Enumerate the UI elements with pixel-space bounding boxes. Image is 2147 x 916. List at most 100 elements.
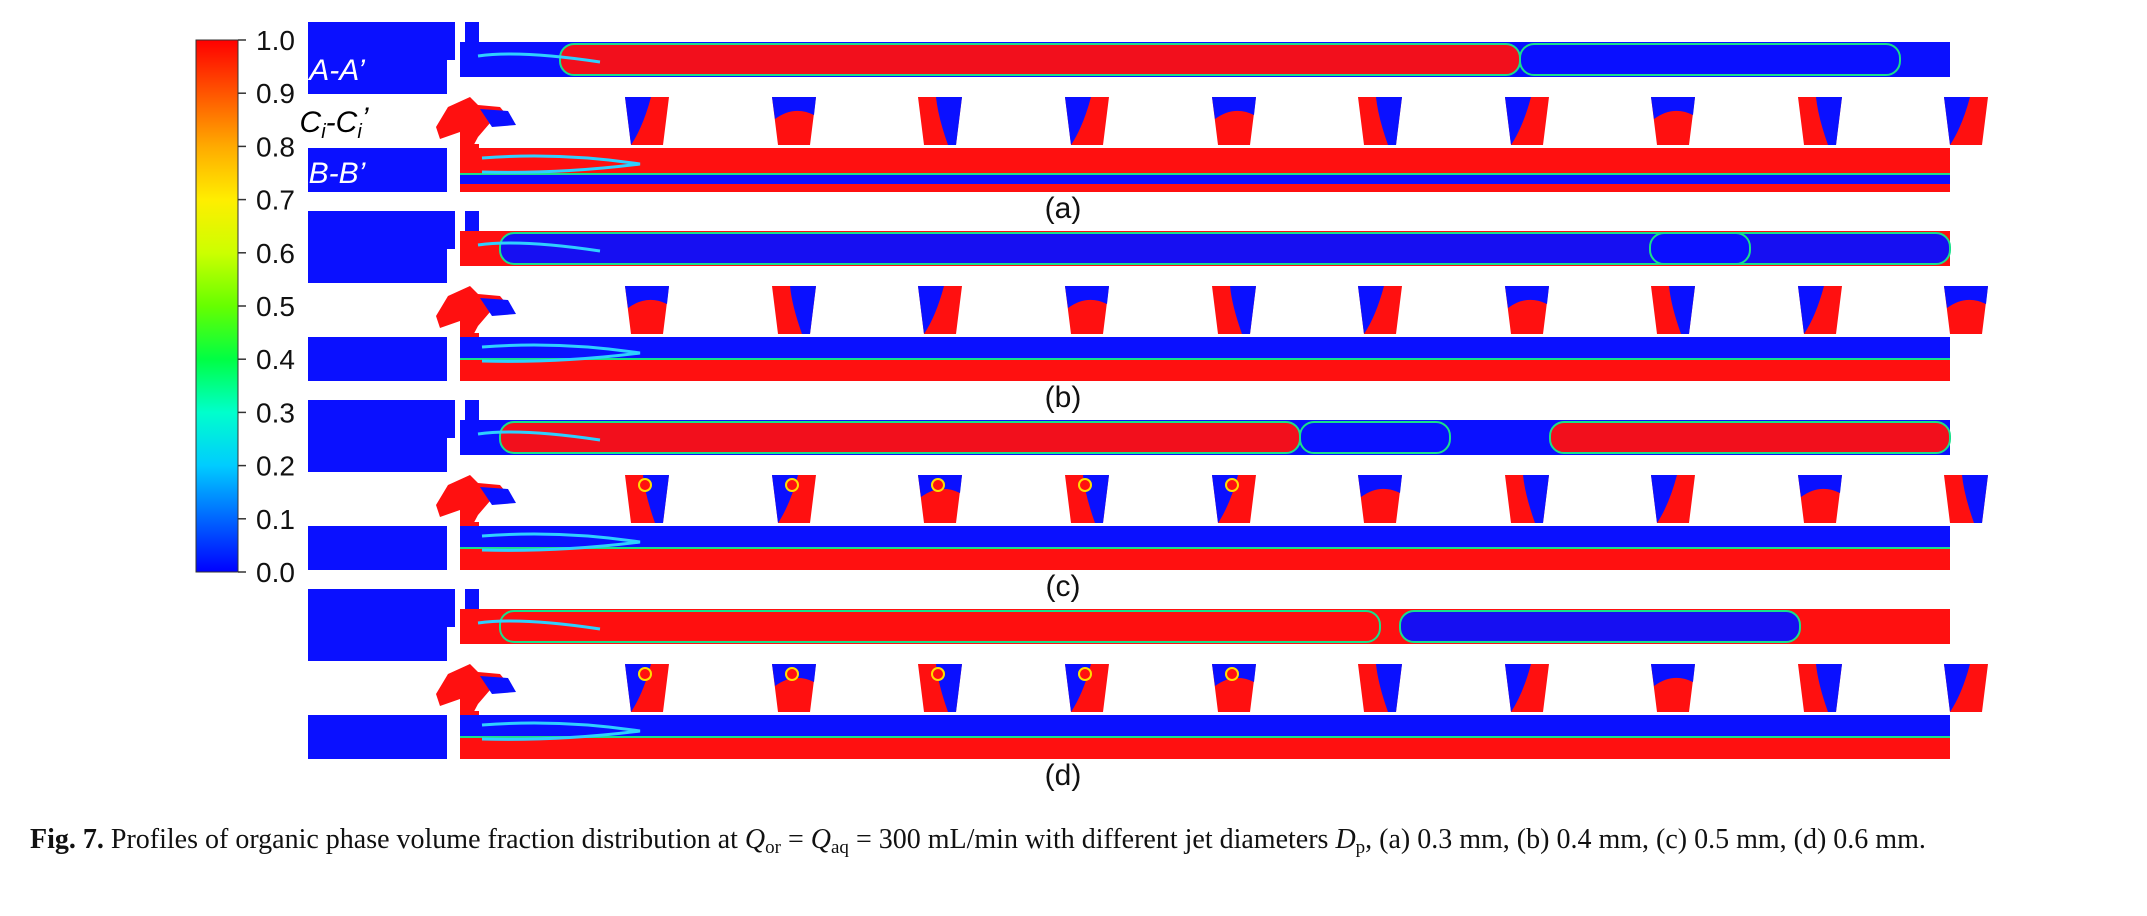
upper-flow-region [1550, 422, 1950, 453]
lower-channel [308, 144, 1950, 192]
cross-section-phase [1669, 286, 1695, 334]
panel-label: (b) [1045, 381, 1082, 414]
cross-section [1358, 97, 1402, 145]
cross-section [1651, 97, 1695, 145]
cross-section-phase [1230, 286, 1256, 334]
cross-section [918, 286, 962, 334]
cross-sections [436, 475, 1988, 530]
cross-section-phase [1944, 97, 1970, 145]
upper-flow-region [1650, 233, 1750, 264]
caption-fig-number: Fig. 7. [30, 824, 104, 855]
figure-caption: Fig. 7. Profiles of organic phase volume… [30, 820, 2120, 868]
panel-d: (d) [308, 589, 1988, 792]
cross-section-phase [1651, 97, 1695, 119]
cross-section-droplet [1078, 478, 1092, 492]
cross-section-phase [1376, 97, 1402, 145]
lower-inlet-block [308, 148, 447, 192]
cross-section [1944, 97, 1988, 145]
colorbar-tick-label: 0.1 [256, 504, 295, 535]
cross-section-phase [1505, 286, 1549, 308]
cross-section [1651, 475, 1695, 523]
upper-flow-region [500, 611, 1380, 642]
cross-section-phase [1505, 664, 1531, 712]
cross-section [1651, 664, 1695, 712]
upper-flow-interface [499, 610, 1381, 643]
lower-jet-streak [481, 721, 641, 741]
panels: (a) (b) (c) (d) [308, 22, 1988, 792]
panel-label: (a) [1045, 192, 1082, 225]
inlet-jet-streak [477, 241, 601, 253]
upper-inlet-block [308, 211, 447, 283]
section-label-c: Ci-Ci’ [300, 102, 370, 143]
colorbar-tick-label: 0.5 [256, 291, 295, 322]
lower-inlet-block [308, 715, 447, 759]
caption-sub-or: or [765, 837, 781, 858]
colorbar-tick-label: 0.3 [256, 397, 295, 428]
upper-flow-interface [1649, 232, 1751, 265]
lower-channel [308, 333, 1950, 381]
cross-section [1065, 97, 1109, 145]
cross-section [1212, 286, 1256, 334]
cross-section-phase [1944, 664, 1970, 712]
cross-section [1505, 97, 1549, 145]
cross-section-droplet [931, 667, 945, 681]
caption-q2: Q [810, 824, 831, 855]
upper-flow-region [1300, 422, 1450, 453]
cross-section-phase [1358, 286, 1384, 334]
caption-text-1: Profiles of organic phase volume fractio… [110, 824, 738, 855]
caption-sub-p: p [1355, 837, 1366, 858]
cross-section [1944, 664, 1988, 712]
caption-sub-aq: aq [831, 837, 849, 858]
cross-section-droplet [1225, 478, 1239, 492]
colorbar-ticks: 1.0 0.9 0.8 0.7 0.6 0.5 0.4 0.3 0.2 0.1 0.0 [238, 25, 295, 588]
cross-section [772, 286, 816, 334]
panel-b: (b) [308, 211, 1988, 414]
cross-section [1212, 97, 1256, 145]
cross-section-phase [1944, 286, 1988, 308]
inlet-jet-streak [477, 619, 601, 631]
lower-inlet-block [308, 526, 447, 570]
cross-section [1798, 97, 1842, 145]
section-label-b: B-B’ [309, 157, 367, 190]
cross-section-phase [1065, 97, 1091, 145]
upper-flow-interface [1399, 610, 1801, 643]
cross-section [772, 97, 816, 145]
cross-sections [436, 664, 1988, 719]
upper-flow-interface [499, 232, 1951, 265]
section-label-a: A-A’ [307, 54, 366, 87]
cross-section [918, 664, 962, 712]
cross-section [1212, 664, 1256, 712]
cross-section [1505, 286, 1549, 334]
junction-blue [480, 487, 516, 505]
cross-section-phase [1816, 664, 1842, 712]
cross-section-phase [936, 97, 962, 145]
cross-section-phase [625, 286, 669, 308]
upper-riser [447, 22, 455, 60]
colorbar-tick-label: 1.0 [256, 25, 295, 56]
colorbar: 1.0 0.9 0.8 0.7 0.6 0.5 0.4 0.3 0.2 0.1 0.0 [195, 25, 295, 588]
lower-channel [308, 711, 1950, 759]
caption-q: Q [744, 824, 766, 855]
lower-channel [308, 522, 1950, 570]
cross-section [772, 475, 816, 523]
cross-section-phase [1376, 664, 1402, 712]
upper-inlet-block [308, 22, 447, 94]
caption-d: D [1335, 824, 1356, 855]
upper-channel [308, 22, 1950, 94]
upper-flow-interface [1519, 43, 1901, 76]
lower-jet-streak [481, 532, 641, 552]
upper-flow-region [500, 233, 1950, 264]
colorbar-tick-label: 0.7 [256, 185, 295, 216]
cross-section-phase [772, 97, 816, 119]
cross-section-droplet [638, 478, 652, 492]
cross-section [1212, 475, 1256, 523]
upper-flow-region [1400, 611, 1800, 642]
lower-channel-layer [460, 174, 1950, 184]
cross-section-phase [1798, 475, 1842, 497]
upper-riser [447, 400, 455, 438]
lower-inlet-block [308, 337, 447, 381]
cross-section-phase [1523, 475, 1549, 523]
lower-channel-bg [460, 148, 1950, 192]
colorbar-tick-label: 0.0 [256, 557, 295, 588]
cross-section [625, 475, 669, 523]
